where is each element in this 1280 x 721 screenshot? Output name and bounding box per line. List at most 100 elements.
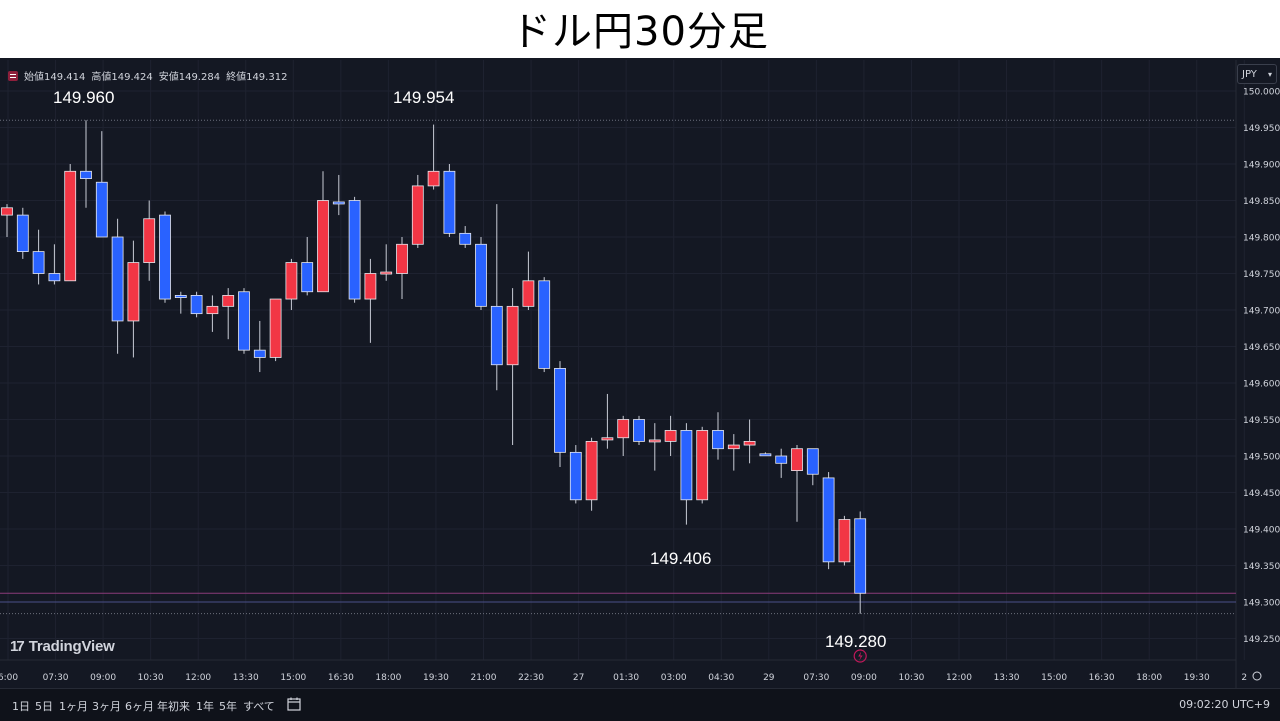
candle[interactable] bbox=[633, 415, 645, 446]
chart-area[interactable] bbox=[0, 58, 1280, 720]
candle[interactable] bbox=[64, 164, 77, 282]
candle[interactable] bbox=[174, 291, 187, 314]
range-button-5d[interactable]: 5日 bbox=[35, 700, 53, 713]
candle[interactable] bbox=[443, 164, 456, 237]
calendar-icon[interactable] bbox=[287, 697, 301, 711]
candle-body bbox=[317, 200, 329, 293]
range-button-6m[interactable]: 6ヶ月 bbox=[125, 700, 154, 713]
x-tick-label: 19:30 bbox=[423, 673, 449, 683]
candle[interactable] bbox=[490, 204, 503, 391]
candle[interactable] bbox=[459, 226, 472, 248]
x-tick-label: 12:00 bbox=[946, 673, 972, 683]
range-button-3m[interactable]: 3ヶ月 bbox=[92, 700, 121, 713]
lightning-icon[interactable] bbox=[853, 649, 867, 663]
candle[interactable] bbox=[16, 207, 29, 259]
y-tick-label: 149.400 bbox=[1243, 526, 1280, 536]
candle-body bbox=[80, 170, 92, 180]
candle-body bbox=[174, 294, 187, 298]
x-tick-label: 12:00 bbox=[185, 673, 211, 683]
candle[interactable] bbox=[190, 291, 203, 318]
candle-body bbox=[348, 200, 361, 300]
settings-gear-icon[interactable] bbox=[1252, 671, 1262, 681]
menu-icon[interactable] bbox=[8, 71, 18, 81]
x-tick-label: 04:30 bbox=[708, 673, 734, 683]
x-tick-label: 13:30 bbox=[994, 673, 1020, 683]
range-button-ytd[interactable]: 年初来 bbox=[157, 700, 190, 713]
y-tick-label: 149.600 bbox=[1243, 380, 1280, 390]
candle[interactable] bbox=[506, 288, 519, 446]
candle[interactable] bbox=[838, 515, 851, 566]
y-tick-label: 149.350 bbox=[1243, 562, 1280, 572]
candle[interactable] bbox=[712, 412, 724, 460]
candle-body bbox=[617, 419, 630, 439]
candle[interactable] bbox=[427, 124, 440, 190]
candle[interactable] bbox=[617, 415, 630, 456]
candle[interactable] bbox=[475, 237, 487, 310]
candle[interactable] bbox=[664, 415, 677, 456]
candle[interactable] bbox=[791, 445, 803, 522]
candle[interactable] bbox=[585, 437, 598, 511]
candle[interactable] bbox=[396, 237, 408, 300]
candle[interactable] bbox=[95, 131, 108, 238]
candle[interactable] bbox=[1, 204, 13, 237]
candle[interactable] bbox=[522, 251, 535, 310]
candle[interactable] bbox=[127, 240, 140, 358]
candle-body bbox=[364, 273, 377, 300]
candle-body bbox=[838, 519, 851, 563]
candle[interactable] bbox=[238, 288, 250, 354]
candle[interactable] bbox=[364, 258, 377, 343]
range-button-1m[interactable]: 1ヶ月 bbox=[59, 700, 88, 713]
range-button-all[interactable]: すべて bbox=[243, 700, 275, 713]
candle[interactable] bbox=[206, 295, 219, 332]
range-button-5y[interactable]: 5年 bbox=[219, 700, 237, 713]
candle-body bbox=[680, 430, 693, 501]
candle[interactable] bbox=[680, 423, 693, 525]
candle[interactable] bbox=[143, 200, 156, 281]
candle[interactable] bbox=[806, 448, 819, 486]
x-tick-label: 15:00 bbox=[1041, 673, 1067, 683]
candle[interactable] bbox=[222, 288, 235, 340]
ohlc-legend: 始値149.414 高値149.424 安値149.284 終値149.312 bbox=[8, 68, 293, 83]
candle[interactable] bbox=[32, 229, 45, 285]
high-label: 高値 bbox=[91, 72, 112, 83]
candle[interactable] bbox=[48, 244, 61, 285]
candle[interactable] bbox=[696, 426, 709, 504]
candle[interactable] bbox=[411, 174, 424, 248]
candle[interactable] bbox=[301, 237, 314, 296]
candle[interactable] bbox=[80, 120, 92, 208]
candle[interactable] bbox=[854, 511, 867, 614]
candle[interactable] bbox=[759, 452, 772, 457]
candle[interactable] bbox=[775, 448, 788, 478]
candle[interactable] bbox=[269, 298, 282, 362]
candle[interactable] bbox=[380, 244, 393, 281]
candle[interactable] bbox=[332, 174, 345, 216]
candle-body bbox=[285, 262, 298, 300]
candle-body bbox=[806, 448, 819, 475]
candle[interactable] bbox=[111, 218, 124, 354]
currency-select[interactable]: JPY ▾ bbox=[1237, 64, 1277, 84]
candle-body bbox=[459, 232, 472, 245]
range-button-1d[interactable]: 1日 bbox=[12, 700, 30, 713]
candle[interactable] bbox=[743, 419, 756, 464]
candle-body bbox=[190, 294, 203, 315]
candle[interactable] bbox=[348, 196, 361, 303]
candle[interactable] bbox=[253, 320, 266, 373]
range-button-1y[interactable]: 1年 bbox=[196, 700, 214, 713]
candle[interactable] bbox=[554, 361, 566, 467]
candle[interactable] bbox=[285, 258, 298, 310]
candle[interactable] bbox=[569, 445, 582, 504]
candle[interactable] bbox=[538, 277, 551, 373]
candle[interactable] bbox=[727, 434, 740, 471]
y-tick-label: 149.850 bbox=[1243, 197, 1280, 207]
candle[interactable] bbox=[648, 423, 661, 471]
candle[interactable] bbox=[159, 211, 171, 303]
candle[interactable] bbox=[601, 393, 614, 449]
candle-body bbox=[791, 448, 803, 472]
candle[interactable] bbox=[822, 472, 835, 570]
candle-body bbox=[775, 455, 788, 464]
candle-body bbox=[538, 280, 551, 369]
candle[interactable] bbox=[317, 171, 329, 293]
y-tick-label: 149.750 bbox=[1243, 270, 1280, 280]
x-tick-label: 07:30 bbox=[803, 673, 829, 683]
